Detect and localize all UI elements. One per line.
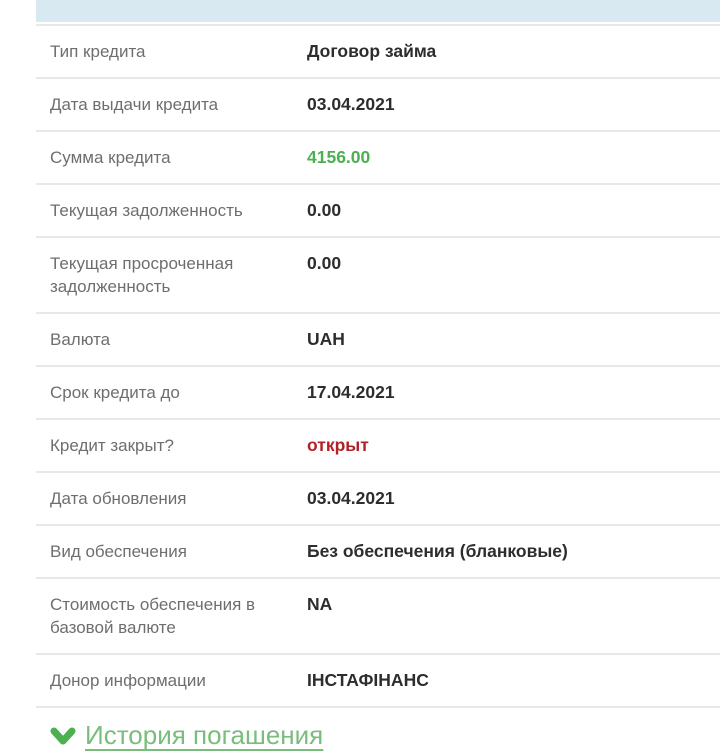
field-value: 03.04.2021 xyxy=(307,94,395,114)
table-row-credit-term: Срок кредита до 17.04.2021 xyxy=(36,367,720,420)
field-value: 0.00 xyxy=(307,253,342,273)
top-bar xyxy=(36,0,720,22)
field-label: Дата обновления xyxy=(50,489,187,508)
credit-details-table: Тип кредита Договор займа Дата выдачи кр… xyxy=(36,24,720,708)
history-toggle-link[interactable]: История погашения xyxy=(36,708,720,751)
table-row-info-donor: Донор информации ІНСТАФІНАНС xyxy=(36,655,720,708)
field-value-status: открыт xyxy=(307,435,369,455)
table-row-collateral-type: Вид обеспечения Без обеспечения (бланков… xyxy=(36,526,720,579)
table-row-overdue-debt: Текущая просроченная задолженность 0.00 xyxy=(36,238,720,314)
field-label: Валюта xyxy=(50,330,111,349)
field-value: 0.00 xyxy=(307,200,342,220)
field-label: Срок кредита до xyxy=(50,383,180,402)
field-value: ІНСТАФІНАНС xyxy=(307,670,429,690)
field-value: Без обеспечения (бланковые) xyxy=(307,541,568,561)
field-label: Вид обеспечения xyxy=(50,542,187,561)
field-label: Тип кредита xyxy=(50,42,146,61)
field-value-amount: 4156.00 xyxy=(307,147,371,167)
chevron-down-icon xyxy=(50,727,76,745)
field-value: UAH xyxy=(307,329,345,349)
field-label: Текущая просроченная задолженность xyxy=(50,254,234,296)
table-row-credit-type: Тип кредита Договор займа xyxy=(36,26,720,79)
field-value: 03.04.2021 xyxy=(307,488,395,508)
field-label: Дата выдачи кредита xyxy=(50,95,219,114)
field-value: 17.04.2021 xyxy=(307,382,395,402)
table-row-credit-closed: Кредит закрыт? открыт xyxy=(36,420,720,473)
field-label: Сумма кредита xyxy=(50,148,171,167)
table-row-currency: Валюта UAH xyxy=(36,314,720,367)
history-link-label: История погашения xyxy=(85,720,324,750)
table-row-credit-amount: Сумма кредита 4156.00 xyxy=(36,132,720,185)
field-label: Стоимость обеспечения в базовой валюте xyxy=(50,595,256,637)
field-label: Кредит закрыт? xyxy=(50,436,174,455)
credit-detail-panel: Тип кредита Договор займа Дата выдачи кр… xyxy=(36,0,720,751)
field-label: Текущая задолженность xyxy=(50,201,243,220)
table-row-collateral-value: Стоимость обеспечения в базовой валюте N… xyxy=(36,579,720,655)
field-label: Донор информации xyxy=(50,671,206,690)
field-value: NA xyxy=(307,594,333,614)
field-value: Договор займа xyxy=(307,41,437,61)
table-row-update-date: Дата обновления 03.04.2021 xyxy=(36,473,720,526)
table-row-issue-date: Дата выдачи кредита 03.04.2021 xyxy=(36,79,720,132)
table-row-current-debt: Текущая задолженность 0.00 xyxy=(36,185,720,238)
